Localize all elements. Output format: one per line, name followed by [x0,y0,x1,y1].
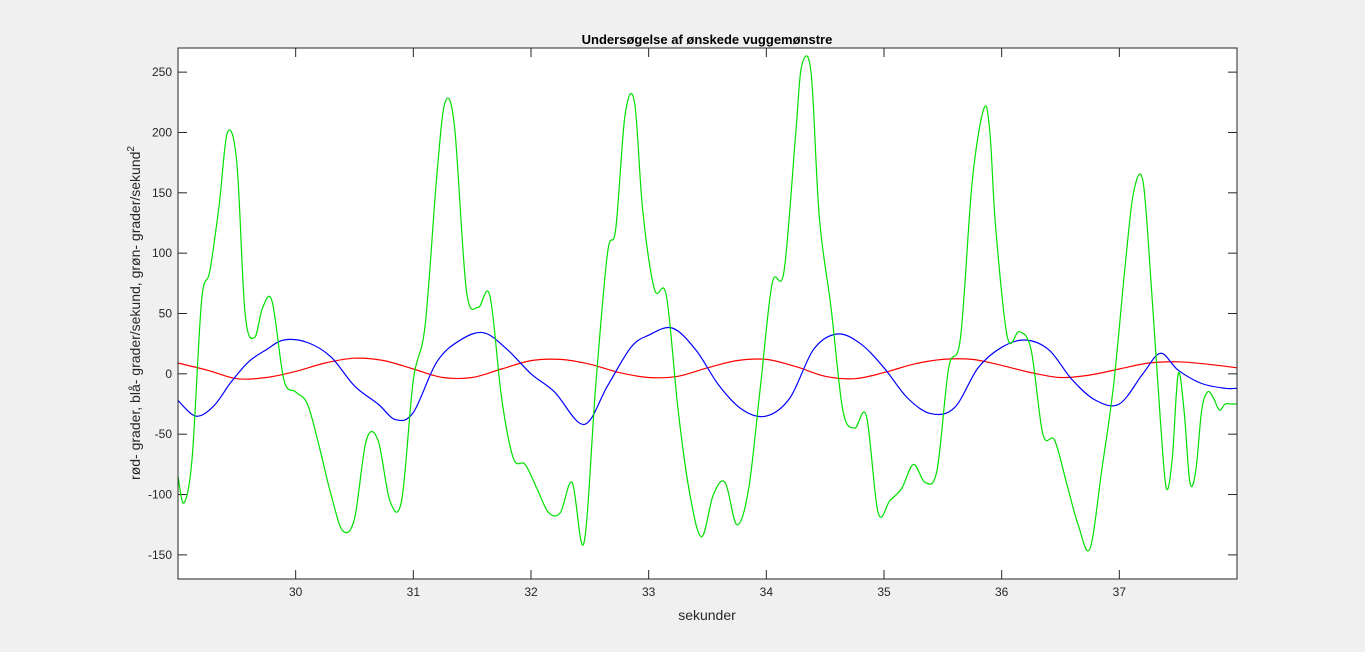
y-axis: -150 -100 -50 0 50 100 150 200 250 [148,65,1237,562]
series-line-green [177,55,1237,552]
x-tick-label: 30 [289,585,303,599]
y-axis-label-text: rød- grader, blå- grader/sekund, grøn- g… [127,152,143,480]
y-tick-label: 250 [152,65,172,79]
y-tick-label: 150 [152,186,172,200]
y-tick-label: 0 [165,367,172,381]
x-axis: 30 31 32 33 34 35 36 37 [289,48,1126,599]
x-tick-label: 33 [642,585,656,599]
x-tick-label: 36 [995,585,1009,599]
x-tick-label: 37 [1113,585,1127,599]
x-tick-label: 31 [407,585,421,599]
y-axis-label: rød- grader, blå- grader/sekund, grøn- g… [126,146,143,480]
plot-frame [177,47,1238,580]
series-line-blue [177,326,1238,426]
x-tick-label: 35 [877,585,891,599]
chart-title: Undersøgelse af ønskede vuggemønstre [582,32,833,47]
y-tick-label: -50 [155,427,173,441]
x-tick-label: 32 [524,585,538,599]
series-group [177,55,1238,552]
y-tick-label: 100 [152,246,172,260]
y-axis-label-superscript: 2 [126,146,137,152]
x-tick-label: 34 [760,585,774,599]
x-axis-label: sekunder [678,607,736,623]
y-tick-label: 200 [152,125,172,139]
y-tick-label: -150 [148,548,172,562]
plot-area [178,48,1237,579]
y-tick-label: 50 [159,307,173,321]
y-tick-label: -100 [148,488,172,502]
